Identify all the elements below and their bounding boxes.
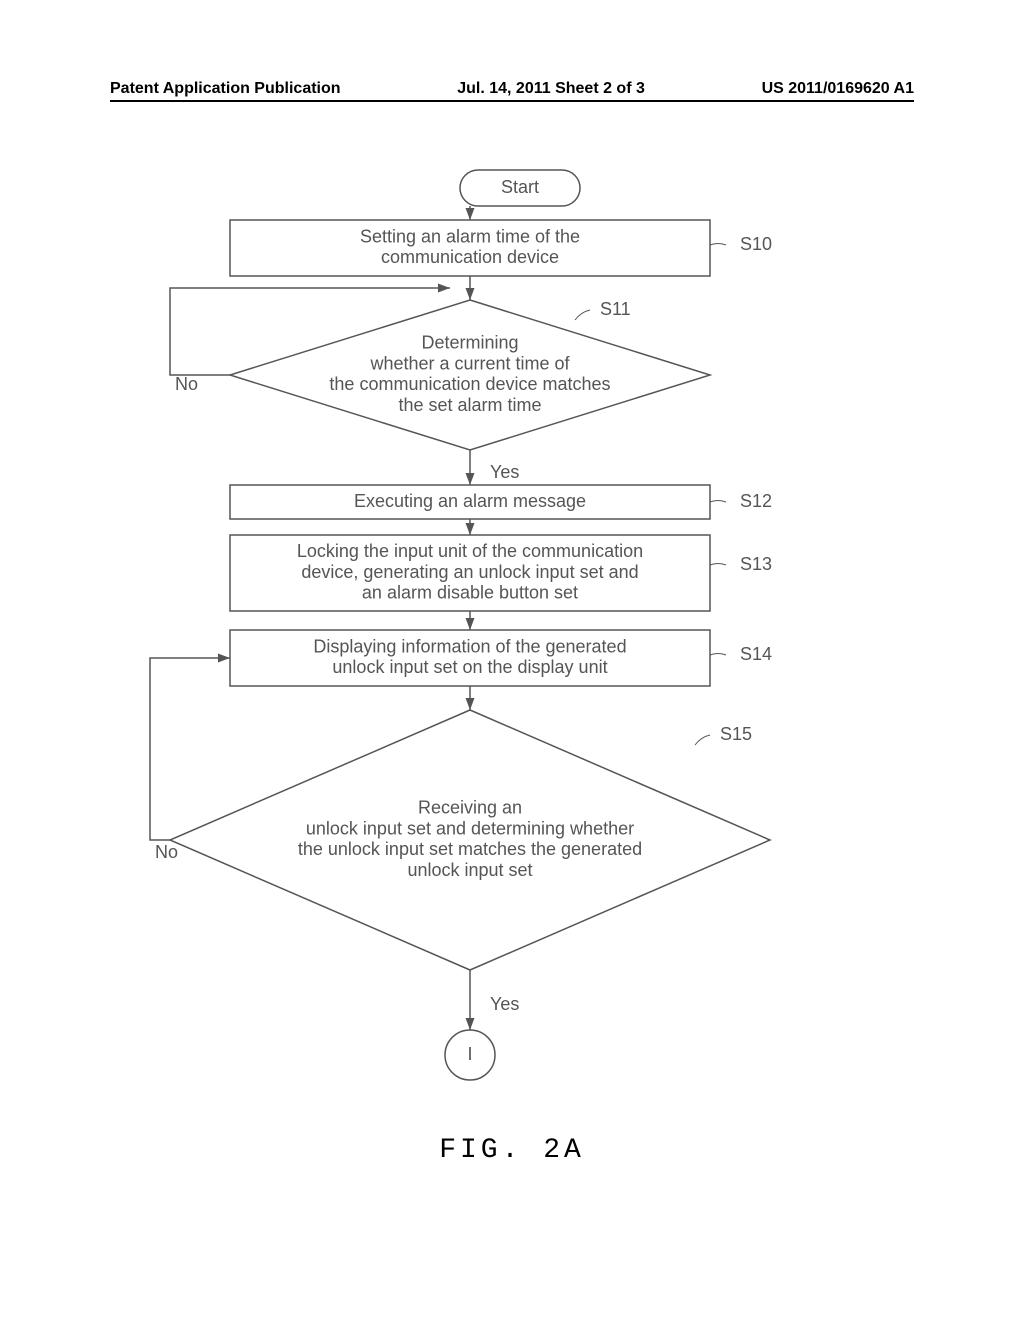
- svg-text:Setting an alarm time of the: Setting an alarm time of the: [360, 226, 580, 246]
- svg-text:an alarm disable button set: an alarm disable button set: [362, 582, 578, 602]
- flowchart-diagram: Start Setting an alarm time of thecommuni…: [0, 160, 1024, 1160]
- svg-text:unlock input set on the displa: unlock input set on the display unit: [332, 657, 607, 677]
- svg-text:whether a current time of: whether a current time of: [369, 353, 570, 373]
- header-rule: [110, 100, 914, 102]
- svg-text:the unlock input set matches t: the unlock input set matches the generat…: [298, 839, 642, 859]
- svg-text:Yes: Yes: [490, 994, 519, 1014]
- svg-text:S10: S10: [740, 234, 772, 254]
- svg-text:Yes: Yes: [490, 462, 519, 482]
- svg-text:No: No: [155, 842, 178, 862]
- svg-text:unlock input set and determini: unlock input set and determining whether: [306, 818, 634, 838]
- patent-page: Patent Application Publication Jul. 14, …: [0, 0, 1024, 1320]
- svg-text:I: I: [467, 1044, 472, 1064]
- svg-text:device, generating an unlock i: device, generating an unlock input set a…: [301, 562, 638, 582]
- svg-text:S12: S12: [740, 491, 772, 511]
- header-patent-number: US 2011/0169620 A1: [762, 80, 914, 98]
- svg-text:Locking the input unit of the: Locking the input unit of the communicat…: [297, 541, 643, 561]
- svg-text:Executing an alarm message: Executing an alarm message: [354, 491, 586, 511]
- svg-text:S15: S15: [720, 724, 752, 744]
- svg-text:S11: S11: [600, 299, 631, 319]
- header-date-sheet: Jul. 14, 2011 Sheet 2 of 3: [457, 80, 645, 98]
- svg-text:the set alarm time: the set alarm time: [398, 395, 541, 415]
- svg-text:Receiving an: Receiving an: [418, 798, 522, 818]
- svg-text:Start: Start: [501, 177, 539, 197]
- svg-text:S14: S14: [740, 644, 772, 664]
- flowchart-svg: Start Setting an alarm time of thecommuni…: [0, 160, 1024, 1160]
- svg-text:S13: S13: [740, 554, 772, 574]
- svg-text:Determining: Determining: [421, 333, 518, 353]
- svg-text:communication device: communication device: [381, 247, 559, 267]
- svg-text:Displaying information of the: Displaying information of the generated: [313, 636, 626, 656]
- svg-text:the communication device match: the communication device matches: [329, 374, 610, 394]
- svg-text:No: No: [175, 374, 198, 394]
- figure-label: FIG. 2A: [0, 1135, 1024, 1166]
- header-publication: Patent Application Publication: [110, 80, 341, 98]
- page-header: Patent Application Publication Jul. 14, …: [0, 80, 1024, 98]
- svg-text:unlock input set: unlock input set: [407, 860, 532, 880]
